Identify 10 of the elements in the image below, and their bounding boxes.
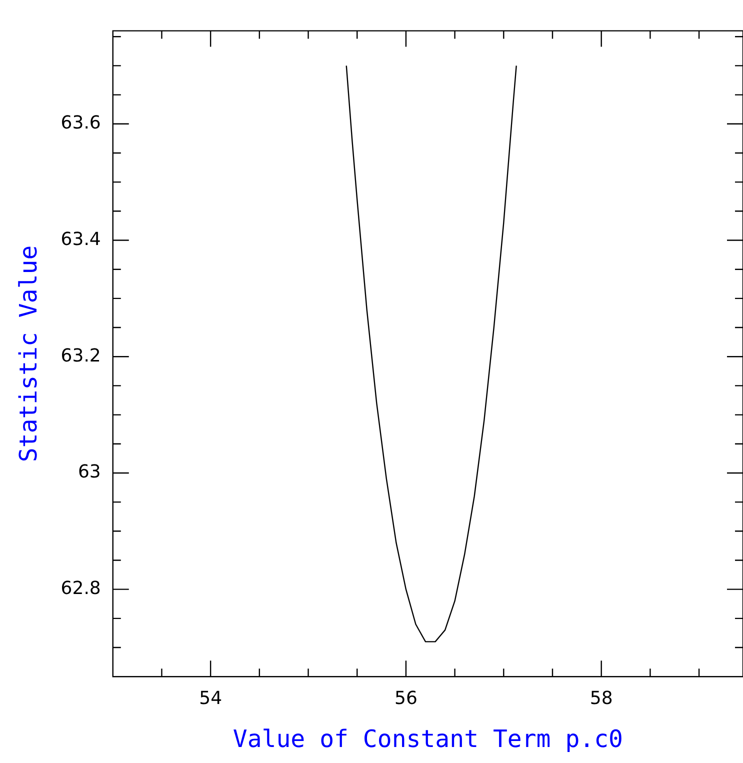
y-tick-label: 63 (78, 462, 101, 483)
y-tick-label: 63.6 (60, 112, 101, 134)
x-axis-title: Value of Constant Term p.c0 (232, 724, 624, 753)
x-tick-label: 54 (199, 688, 222, 710)
y-tick-label: 62.8 (60, 578, 101, 599)
y-tick-label: 63.4 (60, 228, 101, 250)
y-tick-label: 63.2 (60, 345, 101, 366)
x-tick-label: 58 (590, 688, 613, 710)
x-tick-label: 56 (394, 688, 418, 710)
y-axis-title: Statistic Value (14, 245, 43, 462)
